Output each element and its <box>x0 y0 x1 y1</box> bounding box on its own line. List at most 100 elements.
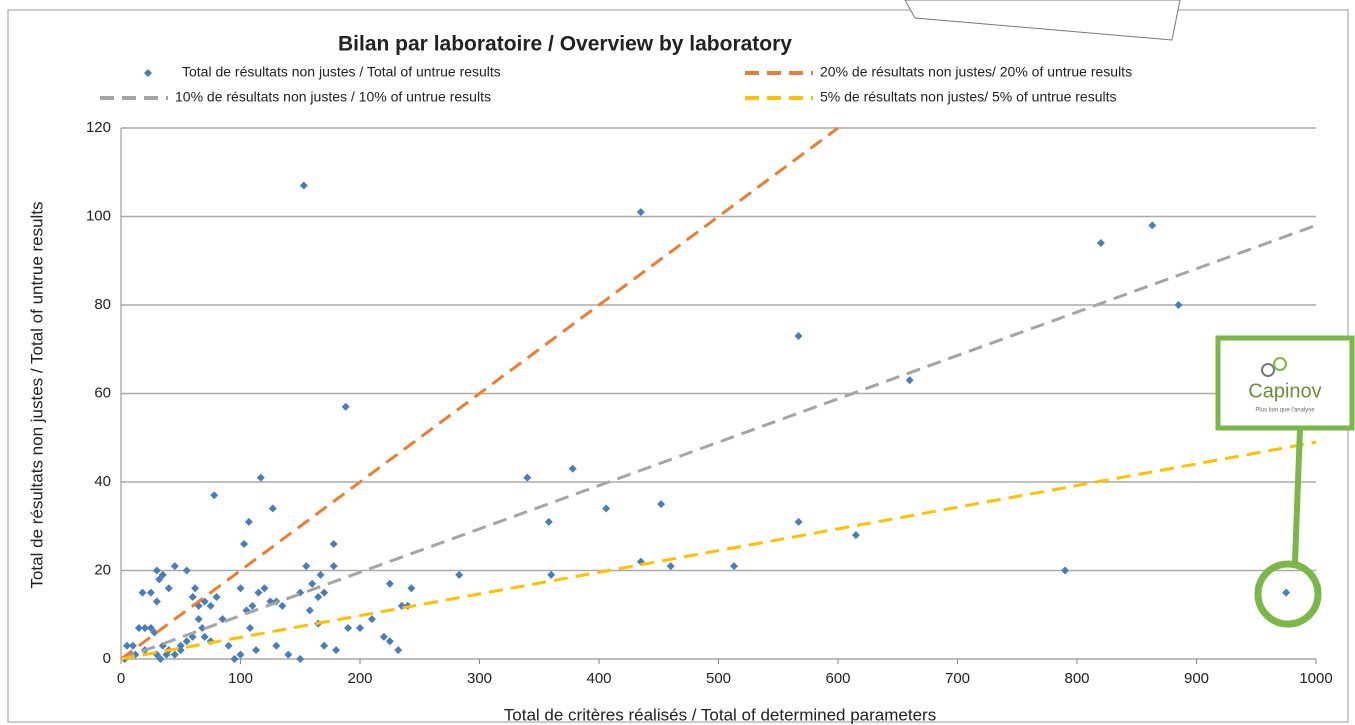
data-point <box>248 601 257 610</box>
data-point <box>146 624 155 633</box>
data-point <box>602 504 611 513</box>
y-axis-label: Total de résultats non justes / Total of… <box>27 201 46 588</box>
data-point <box>1148 221 1157 230</box>
legend-marker <box>144 69 152 77</box>
y-tick-label: 120 <box>86 119 111 136</box>
data-point <box>176 646 185 655</box>
x-tick-label: 0 <box>117 670 125 687</box>
y-tick-label: 0 <box>103 650 111 667</box>
data-point <box>794 331 803 340</box>
data-point <box>236 584 245 593</box>
data-point <box>394 646 403 655</box>
data-point <box>155 575 164 584</box>
data-point <box>200 632 209 641</box>
data-point <box>246 624 255 633</box>
y-tick-label: 40 <box>94 473 111 490</box>
data-point <box>230 655 239 663</box>
data-point <box>305 606 314 615</box>
x-tick-label: 700 <box>945 670 970 687</box>
x-tick-label: 600 <box>825 670 850 687</box>
data-point <box>666 562 675 571</box>
reference-line <box>120 440 1317 661</box>
data-point <box>176 641 185 650</box>
data-point <box>188 593 197 602</box>
data-point <box>122 641 131 650</box>
y-tick-label: 100 <box>86 207 111 224</box>
data-point <box>146 588 155 597</box>
data-point <box>636 208 645 217</box>
logo-frame <box>1215 335 1355 431</box>
x-tick-label: 900 <box>1184 670 1209 687</box>
logo-icon <box>1261 363 1275 377</box>
data-point <box>240 539 249 548</box>
logo-icon <box>1273 357 1287 371</box>
data-point <box>156 655 165 663</box>
data-point <box>182 566 191 575</box>
data-point <box>254 588 263 597</box>
reference-line <box>120 126 839 661</box>
data-point <box>162 650 171 659</box>
data-point <box>191 584 200 593</box>
x-tick-label: 100 <box>228 670 253 687</box>
callout-circle <box>1254 560 1322 628</box>
data-point <box>224 641 233 650</box>
x-tick-label: 200 <box>347 670 372 687</box>
data-point <box>252 646 261 655</box>
data-point <box>308 579 317 588</box>
x-tick-label: 400 <box>586 670 611 687</box>
reference-line <box>120 223 1317 661</box>
data-point <box>194 615 203 624</box>
data-point <box>523 473 532 482</box>
x-tick-label: 500 <box>706 670 731 687</box>
data-point <box>385 637 394 646</box>
data-point <box>1096 239 1105 248</box>
data-point <box>278 601 287 610</box>
data-point <box>316 570 325 579</box>
y-tick-label: 80 <box>94 296 111 313</box>
data-point <box>158 570 167 579</box>
x-tick-label: 800 <box>1064 670 1089 687</box>
data-point <box>329 562 338 571</box>
data-point <box>284 650 293 659</box>
legend-label: 20% de résultats non justes/ 20% of untr… <box>820 64 1132 80</box>
chart-frame <box>7 9 1349 723</box>
chart-title: Bilan par laboratoire / Overview by labo… <box>338 33 792 56</box>
data-point <box>367 615 376 624</box>
data-point <box>236 650 245 659</box>
data-point <box>455 570 464 579</box>
data-point <box>150 628 159 637</box>
data-point <box>210 491 219 500</box>
data-point <box>851 531 860 540</box>
data-point <box>152 597 161 606</box>
data-point <box>152 566 161 575</box>
data-point <box>170 650 179 659</box>
data-point <box>140 624 149 633</box>
data-point <box>544 517 553 526</box>
data-point <box>794 517 803 526</box>
data-point <box>302 562 311 571</box>
data-point <box>730 562 739 571</box>
data-point <box>268 504 277 513</box>
logo-name: Capinov <box>1248 380 1321 402</box>
data-point <box>138 588 147 597</box>
data-point <box>356 624 364 633</box>
data-point <box>164 584 173 593</box>
data-point <box>344 624 353 633</box>
data-point <box>206 601 215 610</box>
x-tick-label: 1000 <box>1299 670 1332 687</box>
data-point <box>1174 301 1183 309</box>
data-point <box>128 641 137 650</box>
y-tick-label: 20 <box>94 561 111 578</box>
legend-label: Total de résultats non justes / Total of… <box>182 64 501 80</box>
data-point <box>320 641 329 650</box>
legend-label: 5% de résultats non justes/ 5% of untrue… <box>820 89 1117 105</box>
data-point <box>260 584 269 593</box>
data-point <box>568 464 577 473</box>
data-point <box>341 402 350 411</box>
data-point <box>1282 588 1291 597</box>
paper-corner <box>904 0 1181 41</box>
data-point <box>332 646 341 655</box>
x-tick-label: 300 <box>467 670 492 687</box>
legend-label: 10% de résultats non justes / 10% of unt… <box>175 89 491 105</box>
